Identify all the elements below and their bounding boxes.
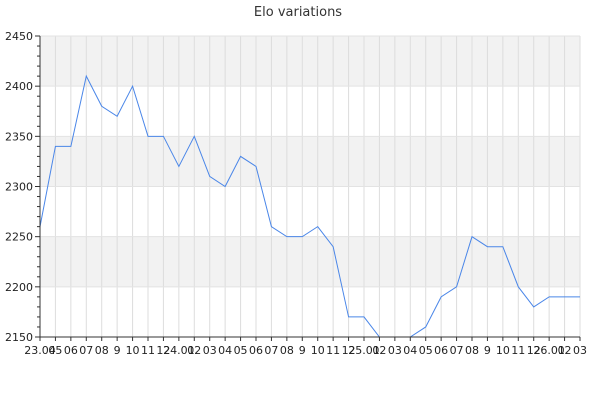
x-tick-label: 9	[484, 344, 491, 357]
x-tick-label: 04	[403, 344, 417, 357]
plot-band	[40, 236, 580, 287]
x-tick-label: 12	[342, 344, 356, 357]
x-tick-label: 08	[280, 344, 294, 357]
x-tick-label: 11	[141, 344, 155, 357]
x-tick-label: 05	[48, 344, 62, 357]
series-layer	[40, 74, 580, 337]
x-tick-label: 04	[218, 344, 232, 357]
y-tick-label: 2300	[5, 181, 33, 194]
plot-band	[40, 36, 580, 87]
x-tick-label: 12	[156, 344, 170, 357]
plot-band	[40, 136, 580, 187]
plot-band	[40, 186, 580, 237]
x-tick-label: 25.01	[348, 344, 380, 357]
plot-band	[40, 86, 580, 137]
x-tick-label: 02	[372, 344, 386, 357]
x-tick-label: 9	[114, 344, 121, 357]
x-tick-label: 03	[388, 344, 402, 357]
x-tick-label: 12	[527, 344, 541, 357]
y-tick-label: 2200	[5, 281, 33, 294]
x-tick-label: 07	[264, 344, 278, 357]
x-tick-label: 03	[203, 344, 217, 357]
y-tick-label: 2350	[5, 130, 33, 143]
y-tick-label: 2450	[5, 30, 33, 43]
x-tick-label: 10	[126, 344, 140, 357]
x-tick-label: 11	[511, 344, 525, 357]
x-tick-label: 26.01	[533, 344, 565, 357]
x-tick-label: 08	[465, 344, 479, 357]
axes	[35, 35, 581, 341]
x-tick-label: 06	[249, 344, 263, 357]
chart-title: Elo variations	[254, 5, 342, 20]
x-tick-label: 11	[326, 344, 340, 357]
x-tick-label: 02	[558, 344, 572, 357]
y-tick-label: 2400	[5, 80, 33, 93]
x-tick-label: 05	[419, 344, 433, 357]
x-tick-label: 24.01	[163, 344, 195, 357]
y-tick-labels: 2150 2200 2250 2300 2350 2400 2450	[5, 30, 33, 344]
x-tick-label: 07	[79, 344, 93, 357]
x-tick-label: 9	[299, 344, 306, 357]
plot-band	[40, 286, 580, 337]
plot-bands	[40, 36, 580, 337]
y-tick-label: 2250	[5, 231, 33, 244]
x-tick-label: 10	[311, 344, 325, 357]
x-tick-label: 06	[434, 344, 448, 357]
x-tick-label: 07	[450, 344, 464, 357]
y-tick-label: 2150	[5, 331, 33, 344]
series-line	[40, 74, 580, 337]
x-tick-label: 10	[496, 344, 510, 357]
x-tick-label: 23.04	[24, 344, 56, 357]
x-tick-label: 03	[573, 344, 587, 357]
x-tick-label: 08	[95, 344, 109, 357]
x-tick-label: 06	[64, 344, 78, 357]
x-tick-label: 05	[234, 344, 248, 357]
x-tick-label: 02	[187, 344, 201, 357]
horizontal-gridlines	[40, 35, 580, 338]
